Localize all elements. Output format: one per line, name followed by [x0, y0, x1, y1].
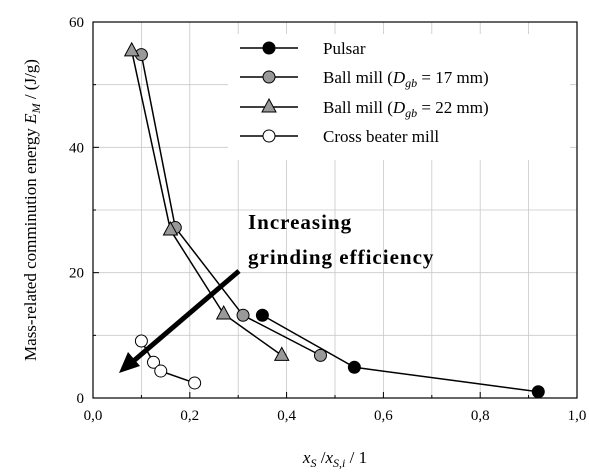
- legend-label-ball22: Ball mill (Dgb = 22 mm): [323, 98, 489, 120]
- legend: Pulsar Ball mill (Dgb = 17 mm) Ball mill…: [228, 34, 570, 160]
- data-point: [236, 308, 250, 322]
- legend-marker-pulsar: [262, 41, 276, 55]
- legend-marker-ball22: [261, 97, 277, 113]
- data-point: [134, 334, 148, 348]
- legend-marker-crossbeater: [262, 129, 276, 143]
- data-point: [347, 360, 361, 374]
- data-point: [255, 308, 269, 322]
- x-tick-label: 0,6: [374, 408, 393, 424]
- legend-marker-ball17: [262, 70, 276, 84]
- legend-label-crossbeater: Cross beater mill: [323, 127, 439, 146]
- y-tick-label: 20: [69, 266, 84, 282]
- data-point: [273, 346, 290, 361]
- x-tick-label: 1,0: [568, 408, 587, 424]
- y-tick-label: 0: [77, 391, 85, 407]
- x-tick-label: 0,2: [180, 408, 199, 424]
- annotation-line-1: Increasing: [248, 210, 352, 234]
- series-line-2: [130, 50, 283, 356]
- efficiency-arrow: [119, 269, 241, 373]
- data-point: [188, 376, 202, 390]
- x-tick-label: 0,0: [84, 408, 103, 424]
- data-point: [215, 304, 232, 320]
- data-point: [531, 385, 545, 399]
- data-point: [162, 220, 179, 236]
- data-point: [313, 348, 327, 362]
- series-line-1: [140, 54, 321, 357]
- y-axis-label: Mass-related comminution energy EM / (J/…: [21, 59, 43, 361]
- annotation-line-2: grinding efficiency: [248, 245, 434, 269]
- y-tick-label: 40: [69, 140, 84, 156]
- series-line-0: [262, 314, 539, 393]
- series-group: [123, 41, 545, 399]
- data-point: [147, 355, 160, 369]
- x-tick-label: 0,4: [277, 408, 296, 424]
- y-tick-label: 60: [69, 15, 84, 31]
- x-tick-label: 0,8: [471, 408, 490, 424]
- data-point: [154, 364, 168, 378]
- x-axis-label: xS /xS,i / 1: [302, 448, 367, 470]
- legend-background: [228, 34, 570, 160]
- legend-label-ball17: Ball mill (Dgb = 17 mm): [323, 68, 489, 90]
- axis-ticks: 0,0 0,2 0,4 0,6 0,8 1,0 0 20 40 60: [69, 15, 586, 424]
- data-point: [123, 41, 140, 57]
- legend-label-pulsar: Pulsar: [323, 39, 366, 58]
